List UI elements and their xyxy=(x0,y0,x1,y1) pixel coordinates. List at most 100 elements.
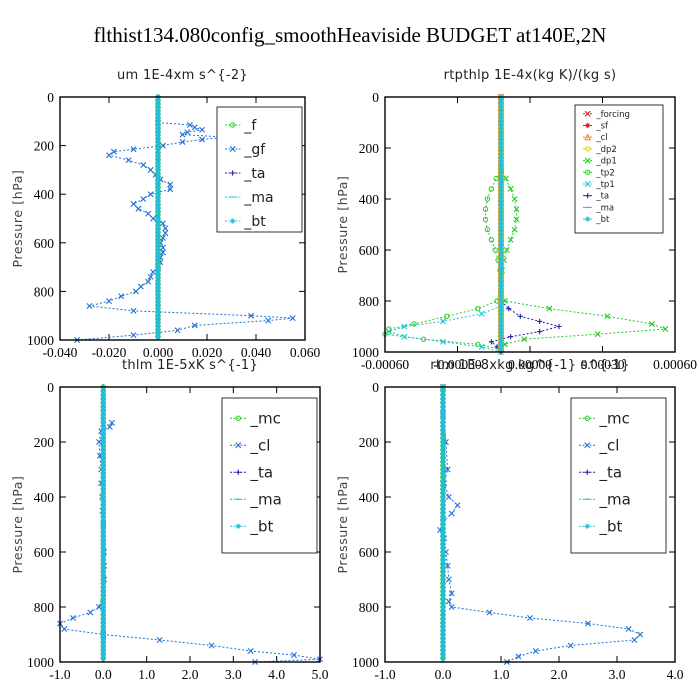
data-point xyxy=(440,639,446,645)
data-point xyxy=(155,215,161,222)
data-point xyxy=(100,510,106,516)
data-point xyxy=(155,132,161,138)
x-tick-label: 4.0 xyxy=(667,667,684,682)
data-point xyxy=(106,152,112,159)
data-point xyxy=(100,635,106,642)
data-point xyxy=(537,318,543,324)
data-point xyxy=(498,229,504,235)
data-point xyxy=(662,326,669,333)
data-point xyxy=(484,226,491,233)
data-point xyxy=(265,317,272,324)
data-point xyxy=(100,569,106,575)
data-point xyxy=(440,443,446,449)
data-point xyxy=(625,626,632,632)
legend-marker xyxy=(585,193,591,199)
panel-title: um 1E-4xm s^{-2} xyxy=(117,68,248,83)
data-point xyxy=(440,510,446,516)
data-point xyxy=(145,210,152,217)
legend-label: _mc xyxy=(599,410,630,429)
legend-marker xyxy=(585,216,591,222)
data-point xyxy=(498,331,504,337)
data-point xyxy=(155,333,161,340)
data-point xyxy=(498,302,504,308)
y-tick-label: 200 xyxy=(359,141,380,156)
x-tick-label: 0.060 xyxy=(290,345,321,360)
data-point xyxy=(648,320,655,327)
panel-3: thlm 1E-5xK s^{-1} Pressure [hPa] -1.0 0.0 1… xyxy=(10,358,329,682)
legend-label: _tp2 xyxy=(595,168,614,178)
data-point xyxy=(498,134,504,140)
data-point xyxy=(440,541,446,547)
y-axis-label: Pressure [hPa] xyxy=(335,175,350,273)
panel-title: rtpthlp 1E-4x(kg K)/(kg s) xyxy=(444,68,617,83)
legend-marker xyxy=(584,169,591,175)
data-point xyxy=(155,139,161,145)
data-point xyxy=(155,101,161,107)
data-point xyxy=(440,561,446,567)
data-point xyxy=(440,537,446,543)
y-axis-label: Pressure [hPa] xyxy=(10,475,25,573)
data-point xyxy=(411,321,417,327)
data-point xyxy=(100,525,106,532)
data-point xyxy=(100,388,106,394)
legend: _forcing_sf _cl _dp2 _dp1_tp2 _tp1 _ta_ma _bt xyxy=(574,104,664,234)
data-point xyxy=(155,156,161,163)
y-tick-label: 600 xyxy=(34,236,55,251)
data-point xyxy=(546,305,553,312)
data-point xyxy=(155,111,161,117)
x-tick-label: 2.0 xyxy=(182,667,199,682)
data-point xyxy=(155,115,161,121)
data-point xyxy=(100,608,106,614)
data-point xyxy=(440,553,446,559)
data-point xyxy=(155,233,161,239)
data-point xyxy=(498,214,504,220)
data-point xyxy=(513,216,520,223)
data-point xyxy=(482,206,489,212)
data-point xyxy=(155,167,161,173)
data-point xyxy=(100,647,106,653)
data-point xyxy=(130,307,137,314)
data-point xyxy=(498,159,504,166)
data-point xyxy=(527,615,533,621)
data-point xyxy=(440,486,446,492)
legend-label: _bt xyxy=(243,214,266,230)
y-tick-label: 800 xyxy=(359,294,380,309)
data-point xyxy=(440,502,446,508)
data-point xyxy=(498,269,504,275)
data-point xyxy=(100,529,106,535)
data-point xyxy=(159,142,166,149)
data-point xyxy=(440,529,446,535)
data-point xyxy=(498,181,504,188)
data-point xyxy=(155,191,161,197)
data-point xyxy=(100,502,106,508)
legend-marker xyxy=(585,122,591,129)
legend-box xyxy=(574,104,664,234)
data-point xyxy=(167,186,174,193)
data-point xyxy=(498,251,504,257)
data-point xyxy=(440,338,446,345)
legend-label: _ma xyxy=(250,491,282,510)
x-tick-label: -1.0 xyxy=(49,667,71,682)
series-bt xyxy=(440,384,446,662)
data-point xyxy=(498,152,504,158)
data-point xyxy=(100,474,106,480)
data-point xyxy=(70,615,76,621)
data-point xyxy=(155,285,161,291)
legend-label: _ta xyxy=(595,192,609,202)
data-point xyxy=(498,309,504,315)
data-point xyxy=(440,651,446,657)
legend: _mc _cl _ta _ma _bt xyxy=(221,397,318,554)
data-point xyxy=(498,108,504,115)
data-point xyxy=(155,188,161,194)
data-point xyxy=(498,130,504,137)
legend-label: _mc xyxy=(250,410,281,429)
data-point xyxy=(100,443,106,449)
data-point xyxy=(100,580,106,587)
legend-label: _bt xyxy=(595,215,610,225)
data-point xyxy=(498,189,504,195)
data-point xyxy=(498,167,504,173)
data-point xyxy=(155,181,161,187)
data-point xyxy=(498,312,504,319)
x-tick-label: 3.0 xyxy=(225,667,242,682)
series-tp1 xyxy=(385,303,504,355)
